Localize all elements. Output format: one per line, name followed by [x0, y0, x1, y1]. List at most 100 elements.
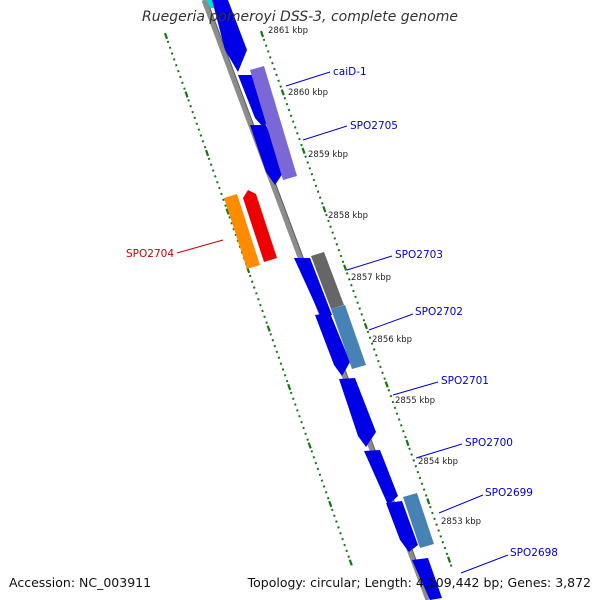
minor-tick: [339, 531, 342, 535]
minor-tick: [381, 371, 384, 375]
gene-arrow-blue[interactable]: [412, 558, 442, 600]
minor-tick: [211, 169, 215, 172]
minor-tick: [312, 178, 316, 182]
major-tick: [163, 32, 169, 40]
gene-SPO2703-grey[interactable]: [311, 252, 344, 309]
minor-tick: [331, 231, 334, 234]
minor-tick: [402, 429, 405, 433]
minor-tick: [261, 309, 264, 313]
minor-tick: [395, 412, 399, 415]
gene-arrow-blue[interactable]: [212, 0, 247, 72]
minor-tick: [408, 447, 411, 451]
minor-tick: [431, 511, 434, 515]
minor-tick: [341, 260, 345, 264]
minor-tick: [348, 278, 351, 281]
minor-tick: [335, 520, 338, 523]
minor-tick: [433, 517, 436, 521]
minor-tick: [352, 289, 355, 293]
minor-tick: [271, 338, 275, 342]
minor-tick: [265, 321, 268, 324]
minor-tick: [312, 455, 316, 459]
minor-tick: [320, 479, 324, 482]
minor-tick: [193, 116, 197, 120]
gene-labels: caiD-1 SPO2705 SPO2704 SPO2703 SPO2702 S…: [126, 66, 558, 559]
gene-arrow-blue[interactable]: [315, 313, 350, 376]
gene-arrow-blue[interactable]: [250, 125, 285, 185]
minor-tick: [306, 161, 310, 164]
outer-tick-track: [259, 30, 453, 567]
minor-tick: [435, 523, 438, 526]
minor-tick: [308, 167, 312, 170]
gene-label-SPO2699[interactable]: SPO2699: [485, 487, 533, 499]
minor-tick: [424, 494, 428, 497]
minor-tick: [372, 348, 376, 351]
gene-label-SPO2702[interactable]: SPO2702: [415, 306, 463, 318]
gene-SPO2702-steelblue[interactable]: [331, 305, 366, 369]
major-tick: [184, 91, 189, 98]
minor-tick: [368, 336, 372, 340]
minor-tick: [199, 134, 203, 137]
major-tick: [266, 325, 271, 332]
major-tick: [259, 30, 265, 38]
minor-tick: [253, 286, 256, 289]
minor-tick: [339, 254, 343, 258]
minor-tick: [291, 120, 295, 123]
minor-tick: [250, 280, 254, 283]
minor-tick: [449, 564, 453, 567]
gene-arrow-blue[interactable]: [294, 258, 332, 315]
minor-tick: [273, 344, 277, 348]
minor-tick: [300, 420, 303, 424]
minor-tick: [289, 391, 293, 395]
minor-tick: [234, 233, 238, 237]
minor-tick: [224, 204, 227, 207]
minor-tick: [437, 529, 440, 532]
minor-tick: [422, 488, 426, 491]
minor-tick: [228, 216, 231, 219]
minor-tick: [195, 122, 199, 126]
minor-tick: [216, 180, 219, 184]
minor-tick: [445, 552, 449, 556]
gene-SPO2704-red[interactable]: [243, 190, 277, 262]
minor-tick: [416, 470, 420, 474]
minor-tick: [201, 140, 205, 143]
minor-tick: [304, 432, 307, 436]
minor-tick: [257, 297, 260, 301]
minor-tick: [325, 213, 328, 217]
minor-tick: [439, 535, 443, 538]
gene-arrow-blue[interactable]: [364, 450, 398, 505]
gene-SPO2699-steelblue[interactable]: [403, 493, 434, 548]
gene-label-SPO2704[interactable]: SPO2704: [126, 248, 174, 260]
minor-tick: [294, 403, 297, 406]
minor-tick: [350, 283, 353, 287]
gene-label-caiD-1[interactable]: caiD-1: [333, 66, 367, 78]
minor-tick: [285, 379, 289, 383]
minor-tick: [174, 63, 178, 67]
minor-tick: [189, 104, 192, 108]
minor-tick: [263, 315, 266, 319]
gene-label-SPO2705[interactable]: SPO2705: [350, 120, 398, 132]
minor-tick: [306, 438, 309, 441]
minor-tick: [360, 313, 364, 316]
major-tick: [363, 322, 368, 330]
gene-label-SPO2701[interactable]: SPO2701: [441, 375, 489, 387]
minor-tick: [209, 163, 213, 166]
kbp-tick-labels: 2861 kbp 2860 kbp 2859 kbp 2858 kbp 2857…: [268, 26, 481, 527]
gene-caiD-1[interactable]: [250, 66, 297, 180]
minor-tick: [412, 459, 415, 462]
gene-SPO2704-orange[interactable]: [224, 194, 260, 269]
major-tick: [301, 147, 306, 155]
minor-tick: [326, 496, 330, 500]
gene-arrow-blue[interactable]: [339, 378, 376, 447]
gene-label-SPO2700[interactable]: SPO2700: [465, 437, 513, 449]
minor-tick: [314, 461, 318, 465]
minor-tick: [322, 485, 326, 488]
gene-label-SPO2703[interactable]: SPO2703: [395, 249, 443, 261]
minor-tick: [318, 196, 322, 199]
gene-arrow-blue[interactable]: [386, 501, 418, 552]
minor-tick: [399, 424, 403, 427]
minor-tick: [320, 202, 324, 205]
minor-tick: [410, 453, 413, 456]
gene-label-SPO2698[interactable]: SPO2698: [510, 547, 558, 559]
minor-tick: [324, 491, 328, 494]
